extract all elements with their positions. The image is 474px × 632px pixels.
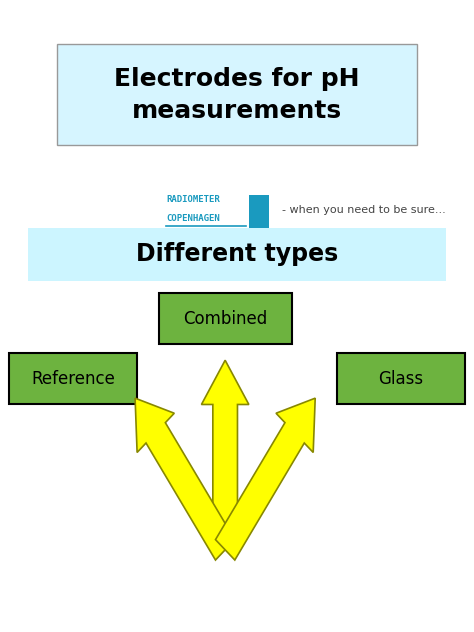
Text: Reference: Reference — [32, 370, 115, 387]
Text: Different types: Different types — [136, 243, 338, 266]
Text: COPENHAGEN: COPENHAGEN — [166, 214, 219, 222]
FancyBboxPatch shape — [249, 195, 269, 229]
Text: Glass: Glass — [378, 370, 423, 387]
FancyArrow shape — [216, 398, 315, 560]
FancyArrow shape — [201, 360, 249, 550]
FancyBboxPatch shape — [159, 293, 292, 344]
Text: - when you need to be sure...: - when you need to be sure... — [282, 205, 446, 215]
FancyArrow shape — [135, 398, 235, 560]
FancyBboxPatch shape — [28, 228, 446, 281]
Text: RADIOMETER: RADIOMETER — [166, 195, 219, 204]
FancyBboxPatch shape — [337, 353, 465, 404]
Text: Electrodes for pH
measurements: Electrodes for pH measurements — [114, 67, 360, 123]
FancyBboxPatch shape — [57, 44, 417, 145]
FancyBboxPatch shape — [9, 353, 137, 404]
Text: Combined: Combined — [183, 310, 267, 327]
